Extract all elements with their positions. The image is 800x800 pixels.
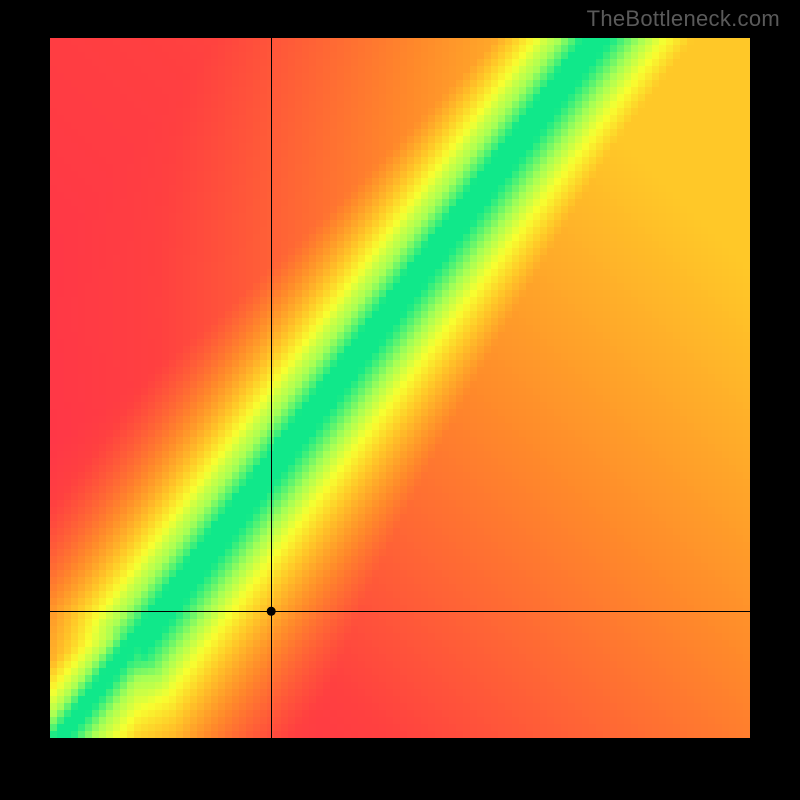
bottleneck-heatmap <box>50 38 750 738</box>
watermark-text: TheBottleneck.com <box>587 6 780 32</box>
heatmap-canvas <box>50 38 750 738</box>
